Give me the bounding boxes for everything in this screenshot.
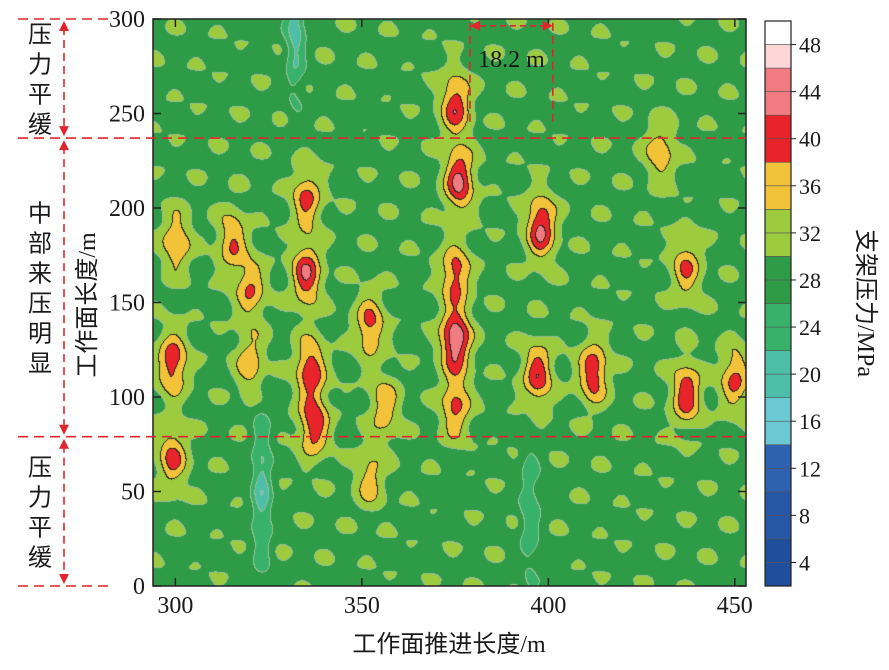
spacing-annotation: 18.2 m: [469, 20, 554, 126]
colorbar-band: [764, 467, 792, 493]
y-tick-label: 250: [109, 102, 145, 128]
zone-label: 中部来压明显: [28, 200, 52, 377]
zone-arrow-head: [59, 424, 69, 435]
colorbar-tick-label: 8: [799, 503, 810, 528]
annotation-arrow-head: [542, 20, 553, 31]
colorbar-band: [764, 538, 792, 563]
colorbar-tick-label: 12: [799, 456, 821, 481]
zone-arrow-head: [59, 140, 69, 151]
colorbar-tick-label: 32: [799, 221, 821, 246]
colorbar-band: [764, 161, 792, 187]
y-tick-label: 0: [133, 574, 145, 600]
colorbar-tick-label: 40: [799, 127, 821, 152]
colorbar-band: [764, 67, 792, 92]
colorbar-tick-label: 20: [799, 362, 821, 387]
colorbar-tick-label: 4: [799, 550, 810, 575]
annotation-text: 18.2 m: [478, 47, 545, 73]
colorbar-band: [764, 350, 792, 375]
zone-arrow-head: [59, 21, 69, 31]
x-axis: 300 350 400 450: [157, 19, 753, 619]
zone-arrow-head: [59, 438, 69, 449]
y-axis: 0 50 100 150 200 250 300: [109, 7, 746, 600]
colorbar-tick-label: 16: [799, 409, 821, 434]
x-tick-label: 400: [530, 593, 566, 619]
colorbar-tick-label: 48: [799, 33, 821, 58]
y-tick-label: 50: [121, 480, 145, 506]
colorbar-tick-label: 24: [799, 315, 821, 340]
colorbar-band: [764, 515, 792, 540]
zone-arrow-head: [59, 574, 69, 584]
colorbar-frame: [764, 20, 792, 587]
colorbar-band: [764, 209, 792, 234]
colorbar-band: [764, 91, 792, 116]
y-tick-label: 100: [109, 385, 145, 411]
colorbar-band: [764, 20, 792, 45]
y-tick-label: 300: [109, 7, 145, 33]
colorbar-band: [764, 185, 792, 210]
colorbar-band: [764, 397, 792, 422]
x-axis-title: 工作面推进长度/m: [352, 631, 546, 658]
zone-arrow-head: [59, 126, 69, 137]
colorbar-tick-label: 36: [799, 174, 821, 199]
colorbar-title: 支架压力/MPa: [852, 229, 879, 377]
colorbar-band: [764, 562, 792, 587]
colorbar-band: [764, 303, 792, 328]
x-tick-label: 350: [344, 593, 380, 619]
colorbar-band: [764, 326, 792, 351]
y-axis-title: 工作面长度/m: [74, 232, 101, 378]
plot-area: [153, 19, 746, 586]
colorbar-tick-label: 44: [799, 80, 821, 105]
pressure-heatmap: [153, 19, 746, 586]
x-tick-label: 300: [157, 593, 193, 619]
zone-boundaries: [18, 18, 746, 587]
y-tick-label: 150: [109, 291, 145, 317]
colorbar-band: [764, 420, 792, 446]
colorbar-band: [764, 138, 792, 163]
zone-label: 压力平缓: [28, 455, 52, 571]
colorbar-tick-label: 28: [799, 268, 821, 293]
colorbar-band: [764, 491, 792, 516]
colorbar-band: [764, 114, 792, 140]
colorbar-band: [764, 444, 792, 469]
colorbar-band: [764, 373, 792, 398]
zone-label: 压力平缓: [28, 23, 52, 139]
colorbar-band: [764, 44, 792, 69]
x-tick-label: 450: [717, 593, 753, 619]
annotation-arrow-head: [470, 20, 481, 31]
colorbar-band: [764, 279, 792, 304]
y-tick-label: 200: [109, 196, 145, 222]
colorbar-band: [764, 232, 792, 257]
colorbar-band: [764, 256, 792, 281]
